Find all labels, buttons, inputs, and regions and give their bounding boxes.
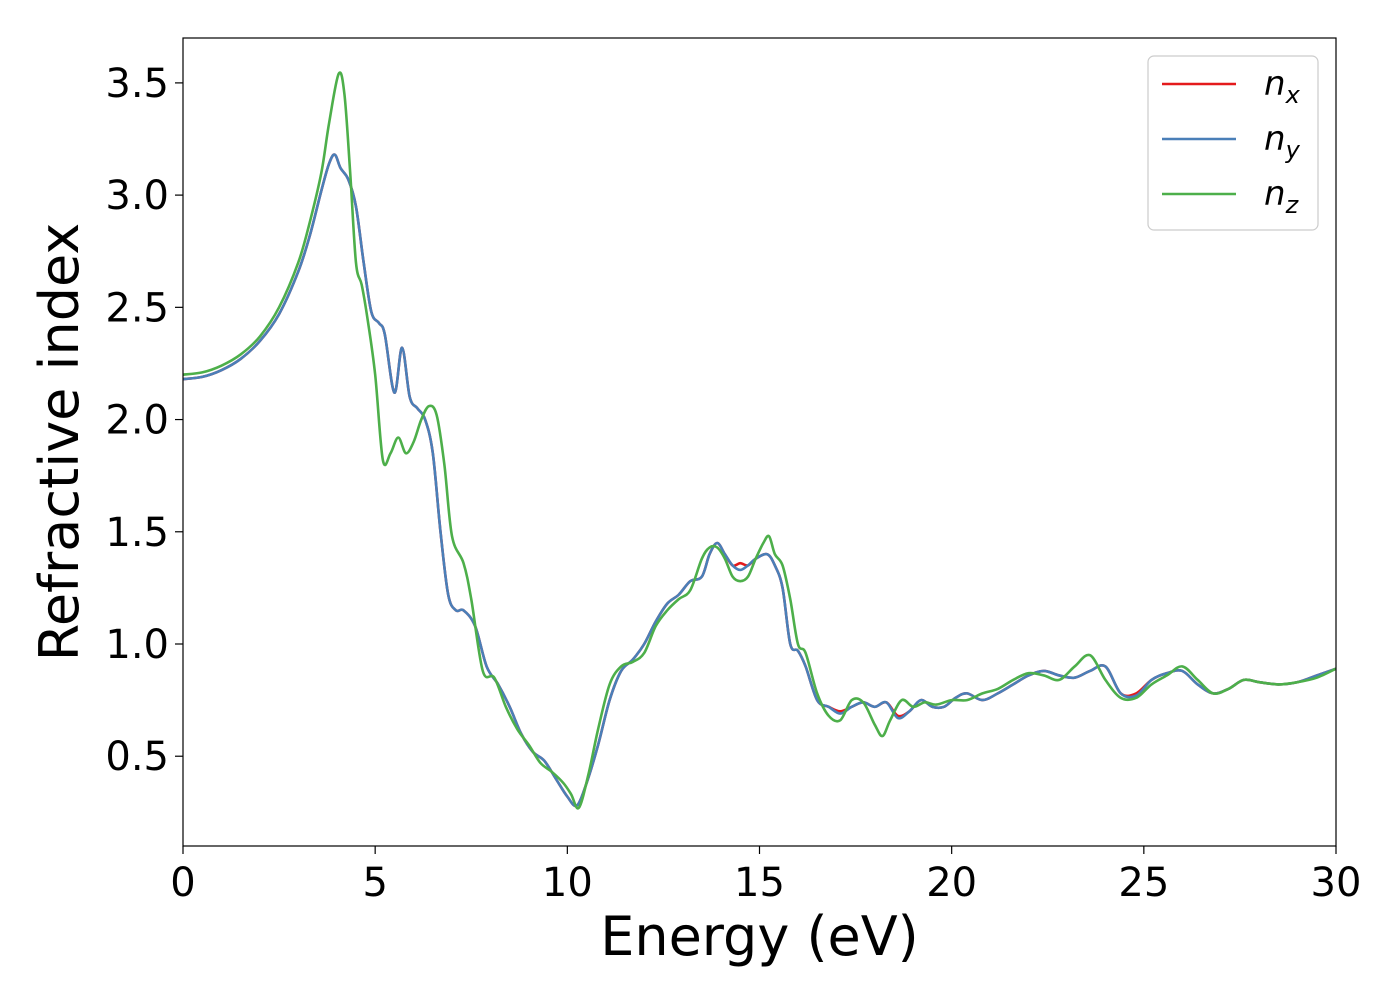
x-axis-title: Energy (eV) <box>600 905 919 968</box>
legend-entry-nz: nz <box>1264 174 1300 219</box>
series-line-ny <box>183 153 1336 808</box>
x-tick-label: 30 <box>1311 860 1362 906</box>
legend-entry-base: n <box>1264 119 1286 159</box>
x-tick-label: 10 <box>542 860 593 906</box>
series-line-nz <box>183 71 1336 810</box>
x-axis-ticks: 0 5 10 15 20 25 30 <box>170 846 1361 906</box>
legend-entry-base: n <box>1264 64 1286 104</box>
y-tick-label: 1.0 <box>105 622 169 668</box>
x-tick-label: 0 <box>170 860 195 906</box>
legend-entry-nx: nx <box>1264 64 1301 109</box>
x-tick-label: 20 <box>926 860 977 906</box>
legend-entry-subscript: z <box>1285 191 1300 219</box>
legend-entry-subscript: x <box>1285 81 1301 109</box>
y-tick-label: 3.5 <box>105 61 169 107</box>
plot-lines <box>183 71 1336 810</box>
legend-entry-subscript: y <box>1285 136 1301 164</box>
y-tick-label: 0.5 <box>105 734 169 780</box>
legend-box <box>1147 55 1319 231</box>
y-tick-label: 2.5 <box>105 285 169 331</box>
y-tick-label: 3.0 <box>105 173 169 219</box>
legend-entry-ny: ny <box>1264 119 1301 164</box>
y-axis-title: Refractive index <box>28 223 91 662</box>
x-tick-label: 15 <box>734 860 785 906</box>
y-tick-label: 1.5 <box>105 510 169 556</box>
x-tick-label: 25 <box>1118 860 1169 906</box>
y-axis-ticks: 0.5 1.0 1.5 2.0 2.5 3.0 3.5 <box>105 61 183 780</box>
y-tick-label: 2.0 <box>105 398 169 444</box>
legend-entry-base: n <box>1264 174 1286 214</box>
x-tick-label: 5 <box>362 860 387 906</box>
